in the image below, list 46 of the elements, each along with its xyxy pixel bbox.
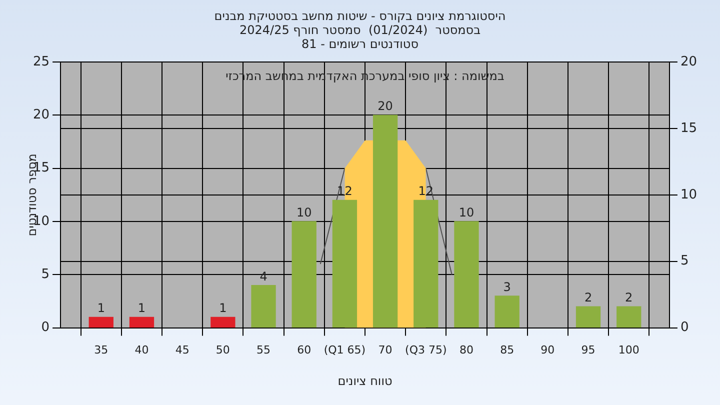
bar bbox=[494, 296, 520, 328]
x-tick-label: 50 bbox=[216, 343, 230, 356]
chart-title: היסטוגרמת ציונים בקורס - שיטות מחשב בסטטיקת מבנים בסמסטר (01/2024) סמסטר חורף 2024/25 סטודנטים רשומים - 81 bbox=[214, 9, 506, 51]
x-tick-label: 55 bbox=[256, 343, 271, 356]
x-tick-label: 85 bbox=[500, 343, 514, 356]
data-label: 3 bbox=[503, 280, 511, 294]
y2-tick-label: 20 bbox=[680, 54, 698, 70]
data-label: 2 bbox=[584, 290, 592, 305]
x-axis-title: טווח ציונים bbox=[338, 374, 392, 388]
data-label: 1 bbox=[97, 301, 105, 316]
bar bbox=[372, 114, 398, 328]
x-tick-label: (Q3 75) bbox=[405, 343, 447, 356]
x-tick-label: 60 bbox=[297, 343, 312, 356]
x-tick-label: 45 bbox=[175, 343, 190, 356]
x-tick-label: (Q1 65) bbox=[324, 343, 366, 356]
x-tick-label: 90 bbox=[540, 343, 555, 356]
bar bbox=[210, 316, 236, 328]
bar bbox=[88, 316, 114, 328]
bar bbox=[129, 316, 154, 328]
y2-tick-label: 15 bbox=[680, 120, 698, 136]
x-tick-label: 70 bbox=[378, 343, 392, 356]
bar bbox=[251, 284, 276, 328]
data-label: 10 bbox=[296, 205, 312, 220]
bar bbox=[454, 221, 479, 328]
y2-tick-label: 5 bbox=[680, 254, 689, 269]
bar bbox=[414, 200, 438, 328]
bar bbox=[292, 221, 316, 328]
data-label: 2 bbox=[625, 290, 633, 305]
bar bbox=[332, 200, 358, 328]
data-label: 10 bbox=[458, 205, 474, 220]
x-tick-label: 40 bbox=[134, 343, 149, 356]
data-label: 1 bbox=[138, 301, 146, 316]
bar bbox=[616, 306, 642, 328]
y-tick-label: 0 bbox=[41, 320, 50, 336]
data-label: 1 bbox=[219, 301, 227, 316]
x-tick-label: 100 bbox=[618, 343, 640, 356]
data-label: 20 bbox=[378, 99, 393, 114]
y-tick-label: 5 bbox=[41, 267, 50, 282]
y2-tick-label: 10 bbox=[680, 187, 698, 202]
bar bbox=[576, 306, 601, 328]
y-tick-label: 25 bbox=[32, 54, 50, 70]
x-tick-label: 95 bbox=[581, 343, 596, 356]
y-tick-label: 20 bbox=[32, 108, 50, 123]
y2-tick-label: 0 bbox=[680, 320, 689, 336]
x-tick-label: 35 bbox=[94, 343, 108, 356]
x-tick-label: 80 bbox=[459, 343, 474, 356]
